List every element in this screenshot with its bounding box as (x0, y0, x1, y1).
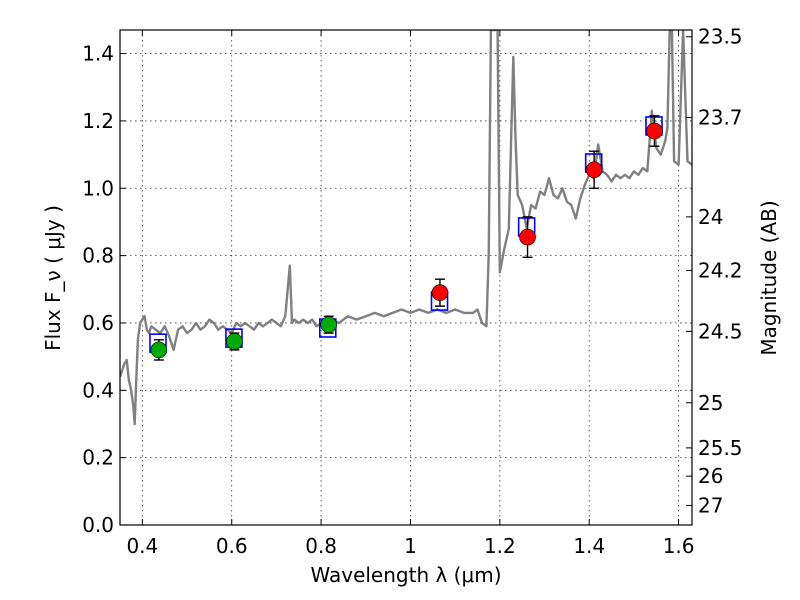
observed-point (519, 228, 536, 246)
x-tick-label: 0.8 (305, 534, 337, 558)
x-tick-label: 0.6 (216, 534, 248, 558)
right-tick-label: 25.5 (698, 436, 743, 460)
plot-frame (119, 29, 693, 526)
sed-line (120, 30, 692, 426)
x-tick-label: 1.4 (573, 534, 605, 558)
series-group (120, 30, 692, 426)
right-tick-label: 23.7 (698, 106, 743, 130)
right-tick-label: 26 (698, 464, 723, 488)
y-tick-label: 0.2 (82, 446, 114, 470)
y-axis-label: Flux F_ν ( μJy ) (41, 205, 65, 351)
y-tick-label: 1.0 (82, 176, 114, 200)
x-axis-label: Wavelength λ (μm) (310, 563, 501, 587)
x-tick-label: 1.2 (484, 534, 516, 558)
plot-area (120, 30, 692, 426)
observed-point (320, 316, 337, 333)
observed-point (226, 333, 243, 350)
right-tick-label: 23.5 (698, 25, 743, 49)
x-tick-label: 0.4 (126, 534, 158, 558)
right-tick-label: 24.5 (698, 319, 743, 343)
right-tick-label: 27 (698, 493, 723, 517)
axis-labels: Wavelength λ (μm) Flux F_ν ( μJy ) Magni… (41, 200, 781, 587)
y-tick-label: 0.0 (82, 513, 114, 537)
right-tick-label: 24 (698, 205, 723, 229)
axis-ticks: 0.4 0.6 0.8 1 1.2 1.4 1.6 0.0 0.2 0.4 0.6 0.8 1.0 1.2… (82, 25, 742, 558)
observed-point (585, 161, 603, 179)
grid (120, 30, 692, 526)
observed-point (150, 341, 168, 359)
right-tick-label: 24.2 (698, 258, 743, 282)
x-tick-label: 1 (404, 534, 417, 558)
observed-point (646, 122, 663, 140)
y-tick-label: 0.4 (82, 378, 114, 402)
y-tick-label: 0.8 (82, 244, 114, 268)
y-tick-label: 0.6 (82, 311, 114, 335)
x-tick-label: 1.6 (663, 534, 695, 558)
y-tick-label: 1.4 (82, 42, 114, 66)
observed-point (431, 284, 449, 301)
right-tick-label: 25 (698, 391, 723, 415)
right-axis-label: Magnitude (AB) (757, 200, 781, 355)
y-tick-label: 1.2 (82, 109, 114, 133)
